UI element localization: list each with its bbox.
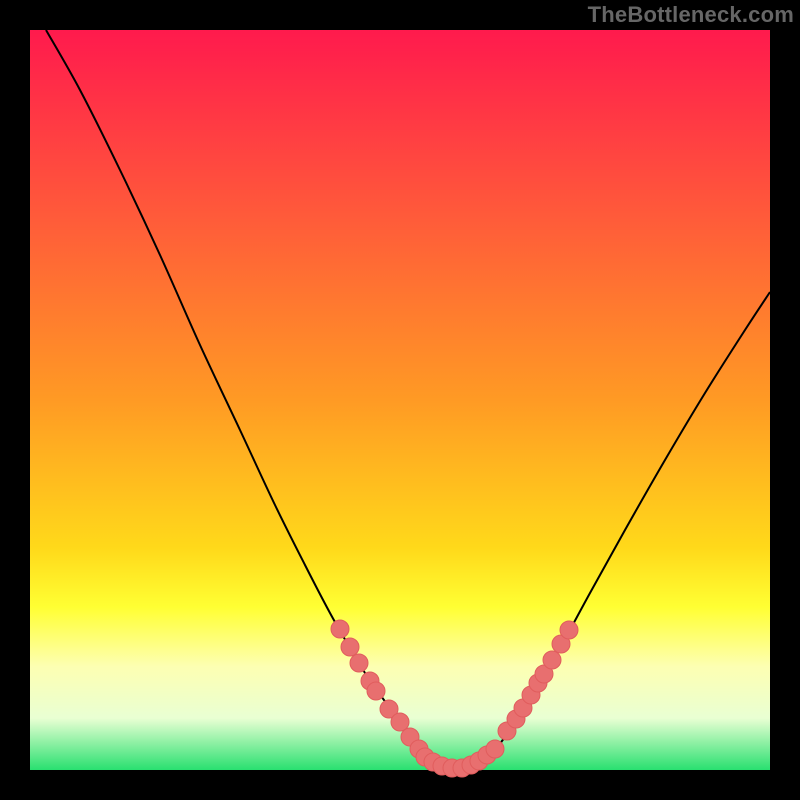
marker-dot <box>543 651 561 669</box>
marker-dot <box>331 620 349 638</box>
watermark-text: TheBottleneck.com <box>588 2 794 28</box>
marker-dots <box>331 620 578 777</box>
bottleneck-curve <box>46 30 770 769</box>
chart-svg <box>0 0 800 800</box>
marker-dot <box>367 682 385 700</box>
marker-dot <box>350 654 368 672</box>
marker-dot <box>486 740 504 758</box>
marker-dot <box>560 621 578 639</box>
chart-frame: TheBottleneck.com <box>0 0 800 800</box>
marker-dot <box>341 638 359 656</box>
